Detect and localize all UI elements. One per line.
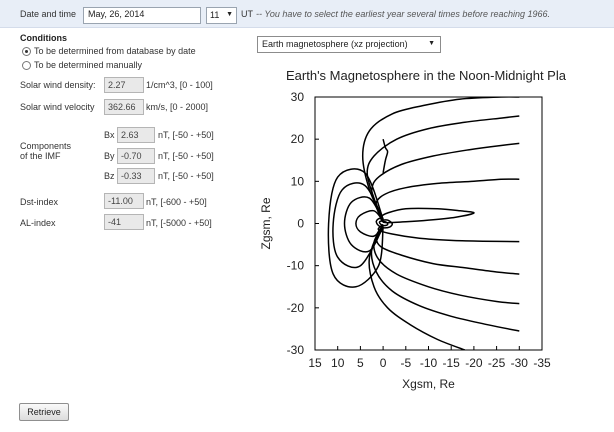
x-axis-label: Xgsm, Re [402,377,455,391]
y-tick-label: 10 [291,174,305,188]
sw-velocity-label: Solar wind velocity [20,102,95,112]
field-line-16 [375,217,394,229]
field-line-2 [366,115,520,221]
x-tick-label: 0 [380,356,387,370]
plot-title: Earth's Magnetosphere in the Noon-Midnig… [286,68,566,83]
x-tick-label: 15 [308,356,322,370]
x-tick-label: 5 [357,356,364,370]
bx-label: Bx [104,130,115,140]
y-tick-label: -30 [287,343,305,357]
y-tick-label: -10 [287,259,305,273]
field-line-8 [373,225,520,305]
bx-range: nT, [-50 - +50] [158,130,214,140]
chevron-down-icon: ▼ [226,11,233,18]
y-tick-label: 0 [297,217,304,231]
date-time-label: Date and time [20,9,77,19]
x-tick-label: -15 [443,356,461,370]
field-line-9 [370,226,520,332]
year-note: -- You have to select the earliest year … [256,9,550,19]
radio-label-manual: To be determined manually [34,60,143,70]
plot-type-value: Earth magnetosphere (xz projection) [262,39,408,49]
by-range: nT, [-50 - +50] [158,151,214,161]
bz-label: Bz [104,171,115,181]
chevron-down-icon: ▼ [428,40,435,47]
x-tick-label: -5 [400,356,411,370]
y-tick-label: 20 [291,132,305,146]
plot-frame [314,96,543,351]
plot-type-select[interactable]: Earth magnetosphere (xz projection) ▼ [257,36,441,53]
dst-range: nT, [-600 - +50] [146,197,207,207]
field-line-14 [332,182,384,269]
sw-velocity-range: km/s, [0 - 2000] [146,102,209,112]
by-label: By [104,151,115,161]
y-tick-label: -20 [287,301,305,315]
field-line-17 [378,220,389,227]
field-line-6 [377,223,520,243]
sw-density-input[interactable]: 2.27 [104,77,144,93]
field-line-12 [355,209,384,238]
field-line-15 [327,168,384,288]
radio-from-database[interactable]: To be determined from database by date [22,46,196,56]
retrieve-button[interactable]: Retrieve [19,403,69,421]
by-input[interactable]: -0.70 [117,148,155,164]
date-time-bar: Date and time May, 26, 2014 11 ▼ UT -- Y… [0,0,614,28]
sw-velocity-input[interactable]: 362.66 [104,99,144,115]
imf-label-line1: Components [20,141,72,151]
hour-select[interactable]: 11 ▼ [206,7,237,24]
conditions-title: Conditions [20,33,67,43]
radio-label-database: To be determined from database by date [34,46,196,56]
field-line-13 [343,196,384,253]
x-tick-label: -25 [488,356,506,370]
bx-input[interactable]: 2.63 [117,127,155,143]
field-line-1 [361,97,520,220]
x-tick-label: -20 [465,356,483,370]
imf-label-line2: of the IMF [20,151,61,161]
al-input[interactable]: -41 [104,214,144,230]
radio-manually[interactable]: To be determined manually [22,60,142,70]
x-tick-label: -30 [511,356,529,370]
al-label: AL-index [20,218,56,228]
sw-density-label: Solar wind density: [20,80,96,90]
x-tick-label: 10 [331,356,345,370]
x-tick-label: -35 [533,356,551,370]
hour-select-value: 11 [210,10,220,20]
field-line-10 [368,227,466,350]
dst-label: Dst-index [20,197,59,207]
radio-button-selected[interactable] [22,46,31,56]
y-tick-label: 30 [291,90,305,104]
x-tick-label: -10 [420,356,438,370]
field-line-4 [375,178,520,223]
dst-input[interactable]: -11.00 [104,193,144,209]
field-line-5 [379,207,475,224]
al-range: nT, [-5000 - +50] [146,218,212,228]
y-axis-label: Zgsm, Re [259,197,273,249]
sw-density-range: 1/cm^3, [0 - 100] [146,80,213,90]
date-input[interactable]: May, 26, 2014 [83,7,201,24]
ut-label: UT [241,9,253,19]
bz-input[interactable]: -0.33 [117,168,155,184]
radio-button[interactable] [22,60,31,70]
field-line-7 [375,224,520,275]
bz-range: nT, [-50 - +50] [158,171,214,181]
field-line-11 [382,138,389,174]
